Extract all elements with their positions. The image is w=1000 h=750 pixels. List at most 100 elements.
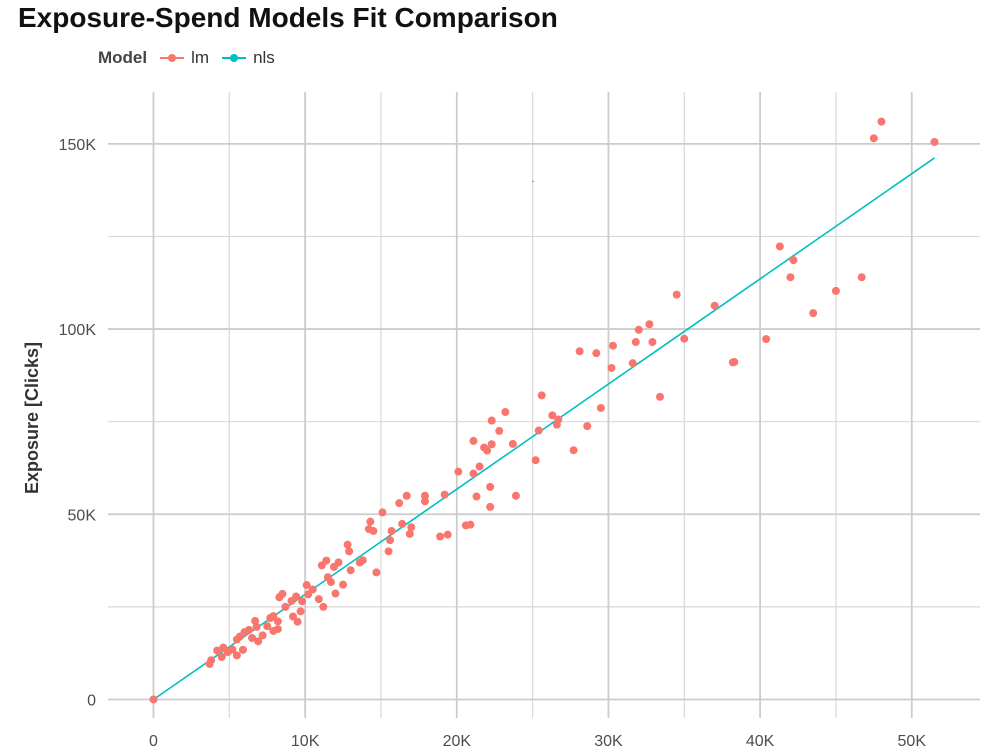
lm-point (475, 462, 484, 471)
lm-point (378, 508, 387, 517)
y-tick-label: 50K (68, 507, 97, 524)
lm-point (583, 422, 592, 431)
lm-point (592, 349, 601, 358)
lm-point (487, 416, 496, 425)
x-tick-label: 50K (898, 733, 927, 750)
lm-point (672, 290, 681, 299)
grid-minor-lines (108, 92, 980, 718)
lm-point (345, 547, 354, 556)
lm-point (263, 622, 272, 631)
lm-point (308, 585, 317, 594)
lm-point (238, 645, 247, 654)
lm-point (548, 411, 557, 420)
legend-key-nls-dot (230, 54, 239, 62)
lm-point (245, 625, 254, 634)
lm-point (228, 645, 237, 654)
lm-point (877, 117, 886, 126)
lm-point (386, 536, 395, 545)
lm-point (537, 391, 546, 400)
lm-point (857, 273, 866, 282)
legend-key-nls (221, 48, 247, 68)
lm-point (296, 607, 305, 616)
lm-point (273, 625, 282, 634)
x-axis-ticks: 0 10K 20K 30K 40K 50K (149, 733, 926, 750)
lm-point (628, 359, 637, 368)
lm-point (326, 578, 335, 587)
lm-point (656, 392, 665, 401)
lm-point (258, 631, 267, 640)
lm-point (511, 491, 520, 500)
x-tick-label: 40K (746, 733, 775, 750)
x-tick-label: 0 (149, 733, 158, 750)
lm-point (366, 517, 375, 526)
lm-point (786, 273, 795, 282)
lm-point (789, 256, 798, 265)
lm-point (254, 637, 263, 646)
lm-point (554, 415, 563, 424)
lm-point (322, 556, 331, 565)
lm-point (495, 426, 504, 435)
lm-point (436, 532, 445, 541)
lm-point (213, 646, 222, 655)
lm-point (292, 592, 301, 601)
lm-point (508, 439, 517, 448)
lm-point (273, 617, 282, 626)
lm-point (248, 633, 257, 642)
lm-point (730, 358, 739, 367)
legend-label-lm: lm (191, 48, 210, 67)
grid-major-lines (108, 92, 980, 718)
lm-point (534, 426, 543, 435)
lm-point (440, 490, 449, 499)
lm-point (648, 338, 657, 347)
lm-point (869, 134, 878, 143)
lm-point (252, 622, 261, 631)
lm-points-series (149, 117, 939, 704)
lm-point (395, 499, 404, 508)
lm-point (314, 595, 323, 604)
lm-point (483, 446, 492, 455)
lm-point (398, 519, 407, 528)
lm-point (298, 597, 307, 606)
y-tick-label: 100K (59, 322, 97, 339)
lm-point (472, 492, 481, 501)
legend-key-lm (159, 48, 185, 68)
lm-point (405, 529, 414, 538)
lm-point (331, 589, 340, 598)
lm-point (407, 523, 416, 532)
lm-point (596, 403, 605, 412)
lm-point (680, 334, 689, 343)
legend-title: Model (98, 48, 148, 67)
lm-point (609, 341, 618, 350)
lm-point (278, 589, 287, 598)
legend-item-nls: nls (221, 48, 275, 68)
lm-point (569, 446, 578, 455)
y-axis-title: Exposure [Clicks] (22, 342, 42, 494)
lm-point (501, 408, 510, 417)
lm-point (443, 530, 452, 539)
lm-point (334, 558, 343, 567)
lm-point (302, 581, 311, 590)
lm-point (207, 656, 216, 665)
legend: Model lm nls (98, 46, 287, 70)
lm-point (775, 242, 784, 251)
lm-point (486, 482, 495, 491)
y-axis-ticks: 0 50K 100K 150K (59, 137, 97, 710)
lm-point (420, 497, 429, 506)
lm-point (369, 526, 378, 535)
lm-point (531, 456, 540, 465)
lm-point (281, 602, 290, 611)
lm-point (631, 338, 640, 347)
lm-point (809, 309, 818, 318)
x-tick-label: 30K (594, 733, 623, 750)
lm-point (762, 335, 771, 344)
lm-point (343, 540, 352, 549)
lm-point (575, 347, 584, 356)
lm-point (384, 547, 393, 556)
lm-point (634, 325, 643, 334)
lm-point (387, 526, 396, 535)
lm-point (149, 695, 158, 704)
legend-label-nls: nls (253, 48, 275, 67)
legend-item-lm: lm (159, 48, 209, 68)
lm-point (269, 612, 278, 621)
